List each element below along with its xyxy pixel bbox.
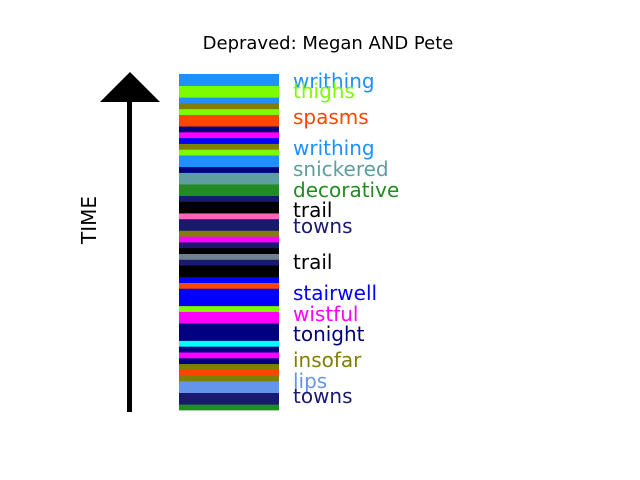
stripe [179,381,279,388]
word-label: writhing [293,69,375,93]
stripe [179,404,279,411]
word-label: lips [293,369,327,393]
stripe [179,253,279,260]
stripe [179,247,279,254]
stripe [179,143,279,150]
stripe [179,126,279,133]
stripe [179,131,279,139]
stripe [179,386,279,394]
stripe [179,334,279,341]
stripe [179,149,279,156]
word-label: snickered [293,157,389,181]
stripe [179,166,279,173]
stripe [179,201,279,208]
stripe [179,369,279,376]
stripe [179,282,279,289]
stripe [179,178,279,185]
stripe [179,172,279,179]
stripe [179,230,279,237]
word-label: writhing [293,136,375,160]
stripe [179,305,279,312]
stripe [179,270,279,278]
word-label: trail [293,250,332,274]
word-label: towns [293,214,353,238]
stripe [179,218,279,226]
stripe [179,317,279,324]
stripe [179,340,279,347]
stripe [179,299,279,307]
stripe [179,108,279,115]
stripe [179,323,279,330]
stripe [179,276,279,283]
stripe [179,189,279,197]
word-label: thighs [293,79,355,103]
stripe [179,224,279,231]
word-label: towns [293,384,353,408]
word-label: decorative [293,178,399,202]
stripe [179,213,279,220]
word-label: stairwell [293,281,377,305]
stripe [179,137,279,144]
stripe [179,207,279,214]
time-arrow-head [100,72,160,102]
time-arrow-shaft [127,100,132,412]
stripe [179,236,279,243]
stripe [179,74,279,81]
stripe [179,114,279,121]
stripe [179,392,279,399]
stripe [179,102,279,110]
stripe [179,195,279,202]
stripe-column [179,74,279,411]
word-label: spasms [293,105,369,129]
stripe [179,85,279,92]
word-label: tonight [293,322,365,346]
stripe [179,352,279,359]
stripe [179,184,279,191]
stripe [179,357,279,365]
stripe [179,375,279,382]
stripe [179,155,279,162]
stripe [179,288,279,295]
stripe [179,91,279,98]
stripe [179,294,279,301]
word-label: wistful [293,302,358,326]
stripe [179,97,279,104]
stripe [179,120,279,127]
chart-title: Depraved: Megan AND Pete [203,33,454,54]
stripe [179,242,279,249]
word-labels: writhingthighsspasmswrithingsnickereddec… [293,69,399,408]
stripe [179,398,279,405]
time-axis-label: TIME [77,196,101,245]
stripe [179,311,279,318]
word-label: trail [293,198,332,222]
word-label: insofar [293,348,362,372]
stripe [179,363,279,370]
stripe [179,160,279,168]
stripe [179,265,279,272]
stripe [179,259,279,266]
stripe [179,79,279,86]
stripe [179,328,279,336]
stripe [179,346,279,353]
